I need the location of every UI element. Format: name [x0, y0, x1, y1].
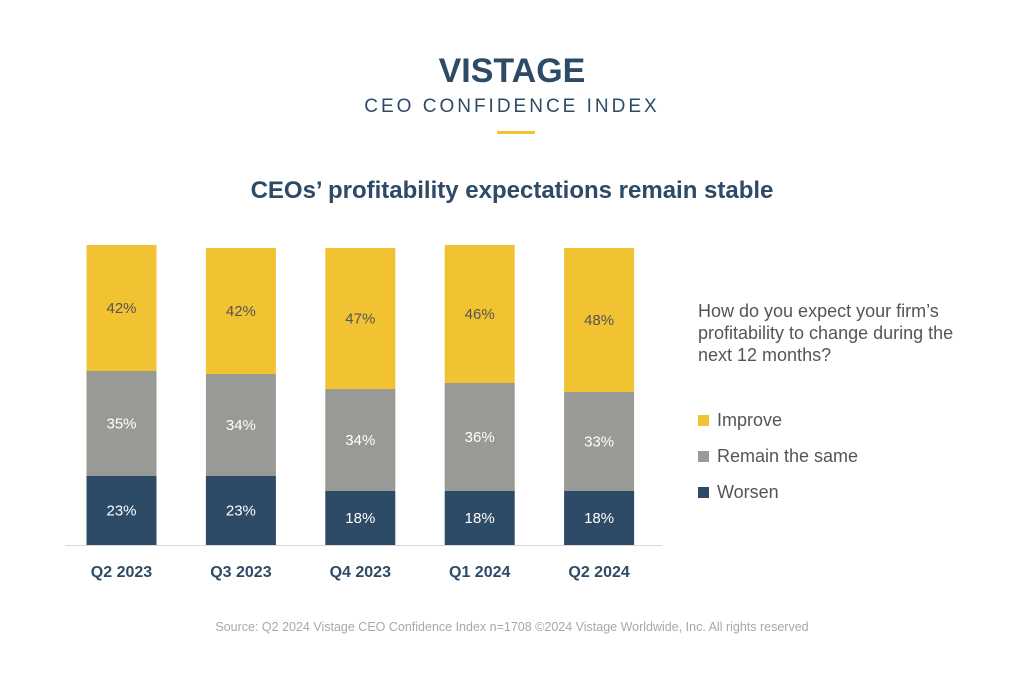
data-label-remain-2: 34%	[226, 417, 256, 434]
legend-swatch-worsen	[698, 486, 709, 498]
data-label-worsen-2: 23%	[226, 503, 256, 520]
data-label-remain-5: 33%	[584, 434, 614, 451]
brand-subtitle: CEO CONFIDENCE INDEX	[364, 96, 660, 117]
bar-improve-2	[205, 248, 276, 374]
chart-title: CEOs’ profitability expectations remain …	[250, 177, 774, 204]
bar-improve-5	[564, 248, 635, 392]
legend-swatch-improve	[698, 414, 709, 426]
legend-swatch-remain	[698, 450, 709, 462]
survey-question: How do you expect your firm’s profitabil…	[698, 301, 954, 365]
data-label-worsen-5: 18%	[584, 510, 614, 527]
legend: Improve Remain the same Worsen	[698, 402, 858, 510]
bar-improve-3	[325, 248, 396, 389]
x-tick-label-5: Q2 2024	[568, 564, 629, 581]
bar-remain-2	[205, 374, 276, 476]
legend-label-improve: Improve	[717, 409, 783, 430]
x-tick-label-1: Q2 2023	[91, 564, 152, 581]
data-label-worsen-1: 23%	[106, 503, 136, 520]
data-label-improve-3: 47%	[345, 311, 375, 328]
bar-improve-1	[86, 245, 157, 371]
bar-improve-4	[444, 245, 515, 383]
x-tick-label-3: Q4 2023	[330, 564, 391, 581]
data-label-remain-3: 34%	[345, 432, 375, 449]
legend-label-worsen: Worsen	[717, 481, 779, 502]
bar-remain-4	[444, 383, 515, 491]
bar-remain-1	[86, 371, 157, 476]
bar-worsen-3	[325, 491, 396, 545]
legend-label-remain: Remain the same	[717, 445, 859, 466]
legend-item-worsen: Worsen	[698, 474, 858, 510]
legend-item-remain: Remain the same	[698, 438, 858, 474]
bar-worsen-2	[205, 476, 276, 545]
data-label-improve-1: 42%	[106, 300, 136, 317]
bar-worsen-4	[444, 491, 515, 545]
bar-worsen-1	[86, 476, 157, 545]
source-note: Source: Q2 2024 Vistage CEO Confidence I…	[215, 620, 809, 634]
brand-divider	[497, 131, 535, 134]
x-tick-label-4: Q1 2024	[449, 564, 510, 581]
bar-remain-3	[325, 389, 396, 491]
data-label-improve-5: 48%	[584, 312, 614, 329]
data-label-improve-4: 46%	[465, 306, 495, 323]
data-label-remain-1: 35%	[106, 416, 136, 433]
data-label-improve-2: 42%	[226, 303, 256, 320]
brand-logo: VISTAGE	[438, 52, 586, 90]
bar-worsen-5	[564, 491, 635, 545]
bar-remain-5	[564, 392, 635, 491]
legend-item-improve: Improve	[698, 402, 858, 438]
data-label-worsen-3: 18%	[345, 510, 375, 527]
data-label-worsen-4: 18%	[465, 510, 495, 527]
x-tick-label-2: Q3 2023	[210, 564, 271, 581]
data-label-remain-4: 36%	[465, 429, 495, 446]
